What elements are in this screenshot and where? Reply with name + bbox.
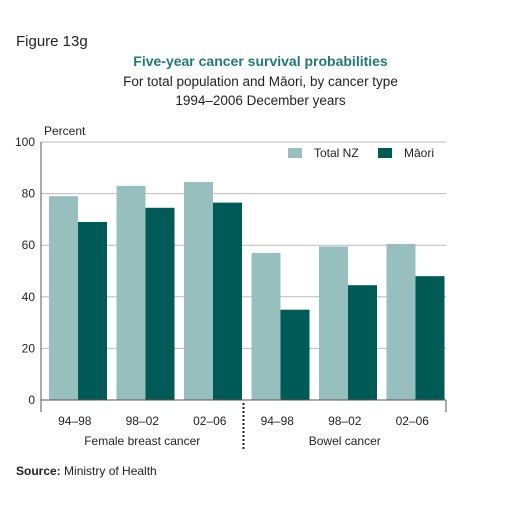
y-tick-label: 0	[28, 393, 35, 407]
y-tick-label: 20	[22, 341, 36, 355]
x-tick-label: 94–98	[58, 414, 92, 428]
source-label: Source:	[16, 464, 61, 478]
bar-maori	[348, 285, 377, 400]
bar-maori	[145, 207, 175, 400]
bar-maori	[213, 202, 242, 400]
x-tick-label: 94–98	[261, 414, 295, 428]
x-tick-label: 02–06	[193, 414, 227, 428]
source-note: Source: Ministry of Health	[16, 464, 157, 478]
y-tick-label: 100	[15, 135, 35, 149]
bar-total-nz	[184, 181, 213, 400]
x-tick-label: 02–06	[396, 414, 430, 428]
bar-total-nz	[251, 252, 281, 400]
chart-subtitle: For total population and Māori, by cance…	[123, 74, 398, 89]
y-axis-label: Percent	[44, 124, 86, 138]
bar-total-nz	[49, 196, 78, 400]
legend-label: Māori	[404, 146, 434, 160]
bar-total-nz	[386, 243, 416, 400]
y-tick-label: 80	[22, 187, 36, 201]
bar-total-nz	[116, 185, 146, 400]
bar-maori	[415, 276, 445, 400]
chart-title: Five-year cancer survival probabilities	[133, 53, 388, 69]
legend-swatch-total-nz	[288, 148, 302, 158]
group-label: Female breast cancer	[84, 434, 200, 448]
bar-total-nz	[319, 246, 348, 400]
x-tick-label: 98–02	[126, 414, 160, 428]
group-label: Bowel cancer	[309, 434, 381, 448]
figure-label: Figure 13g	[16, 33, 88, 50]
y-tick-label: 60	[22, 238, 36, 252]
chart-subtitle-years: 1994–2006 December years	[175, 93, 346, 108]
bar-maori	[78, 221, 107, 400]
y-tick-label: 40	[22, 290, 36, 304]
bar-maori	[280, 309, 310, 400]
legend-swatch-maori	[378, 148, 392, 158]
legend-label: Total NZ	[314, 146, 359, 160]
source-text: Ministry of Health	[64, 464, 157, 478]
x-tick-label: 98–02	[328, 414, 362, 428]
